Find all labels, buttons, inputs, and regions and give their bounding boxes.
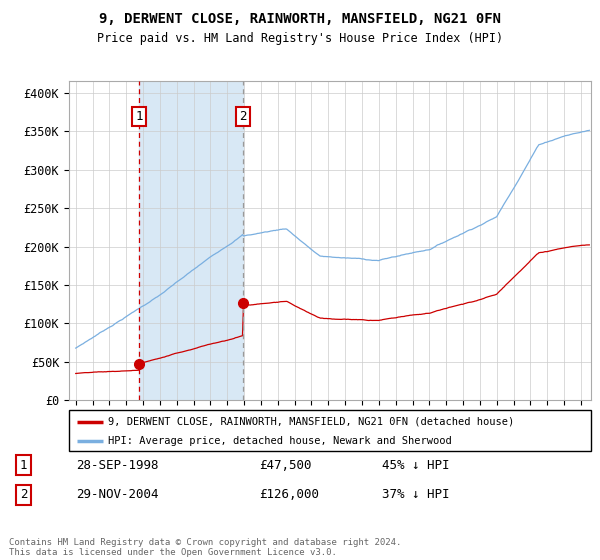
Text: HPI: Average price, detached house, Newark and Sherwood: HPI: Average price, detached house, Newa… — [108, 436, 452, 446]
Text: 28-SEP-1998: 28-SEP-1998 — [77, 459, 159, 472]
Text: 1: 1 — [135, 110, 143, 123]
FancyBboxPatch shape — [69, 410, 591, 451]
Bar — [139, 81, 243, 400]
Text: Contains HM Land Registry data © Crown copyright and database right 2024.
This d: Contains HM Land Registry data © Crown c… — [9, 538, 401, 557]
Text: 45% ↓ HPI: 45% ↓ HPI — [382, 459, 450, 472]
Text: Price paid vs. HM Land Registry's House Price Index (HPI): Price paid vs. HM Land Registry's House … — [97, 32, 503, 45]
Text: 29-NOV-2004: 29-NOV-2004 — [77, 488, 159, 501]
Text: £47,500: £47,500 — [259, 459, 311, 472]
Text: 1: 1 — [20, 459, 28, 472]
Text: 37% ↓ HPI: 37% ↓ HPI — [382, 488, 450, 501]
Text: 2: 2 — [239, 110, 247, 123]
Text: 2: 2 — [20, 488, 28, 501]
Text: 9, DERWENT CLOSE, RAINWORTH, MANSFIELD, NG21 0FN: 9, DERWENT CLOSE, RAINWORTH, MANSFIELD, … — [99, 12, 501, 26]
Text: £126,000: £126,000 — [259, 488, 319, 501]
Text: 9, DERWENT CLOSE, RAINWORTH, MANSFIELD, NG21 0FN (detached house): 9, DERWENT CLOSE, RAINWORTH, MANSFIELD, … — [108, 417, 514, 427]
